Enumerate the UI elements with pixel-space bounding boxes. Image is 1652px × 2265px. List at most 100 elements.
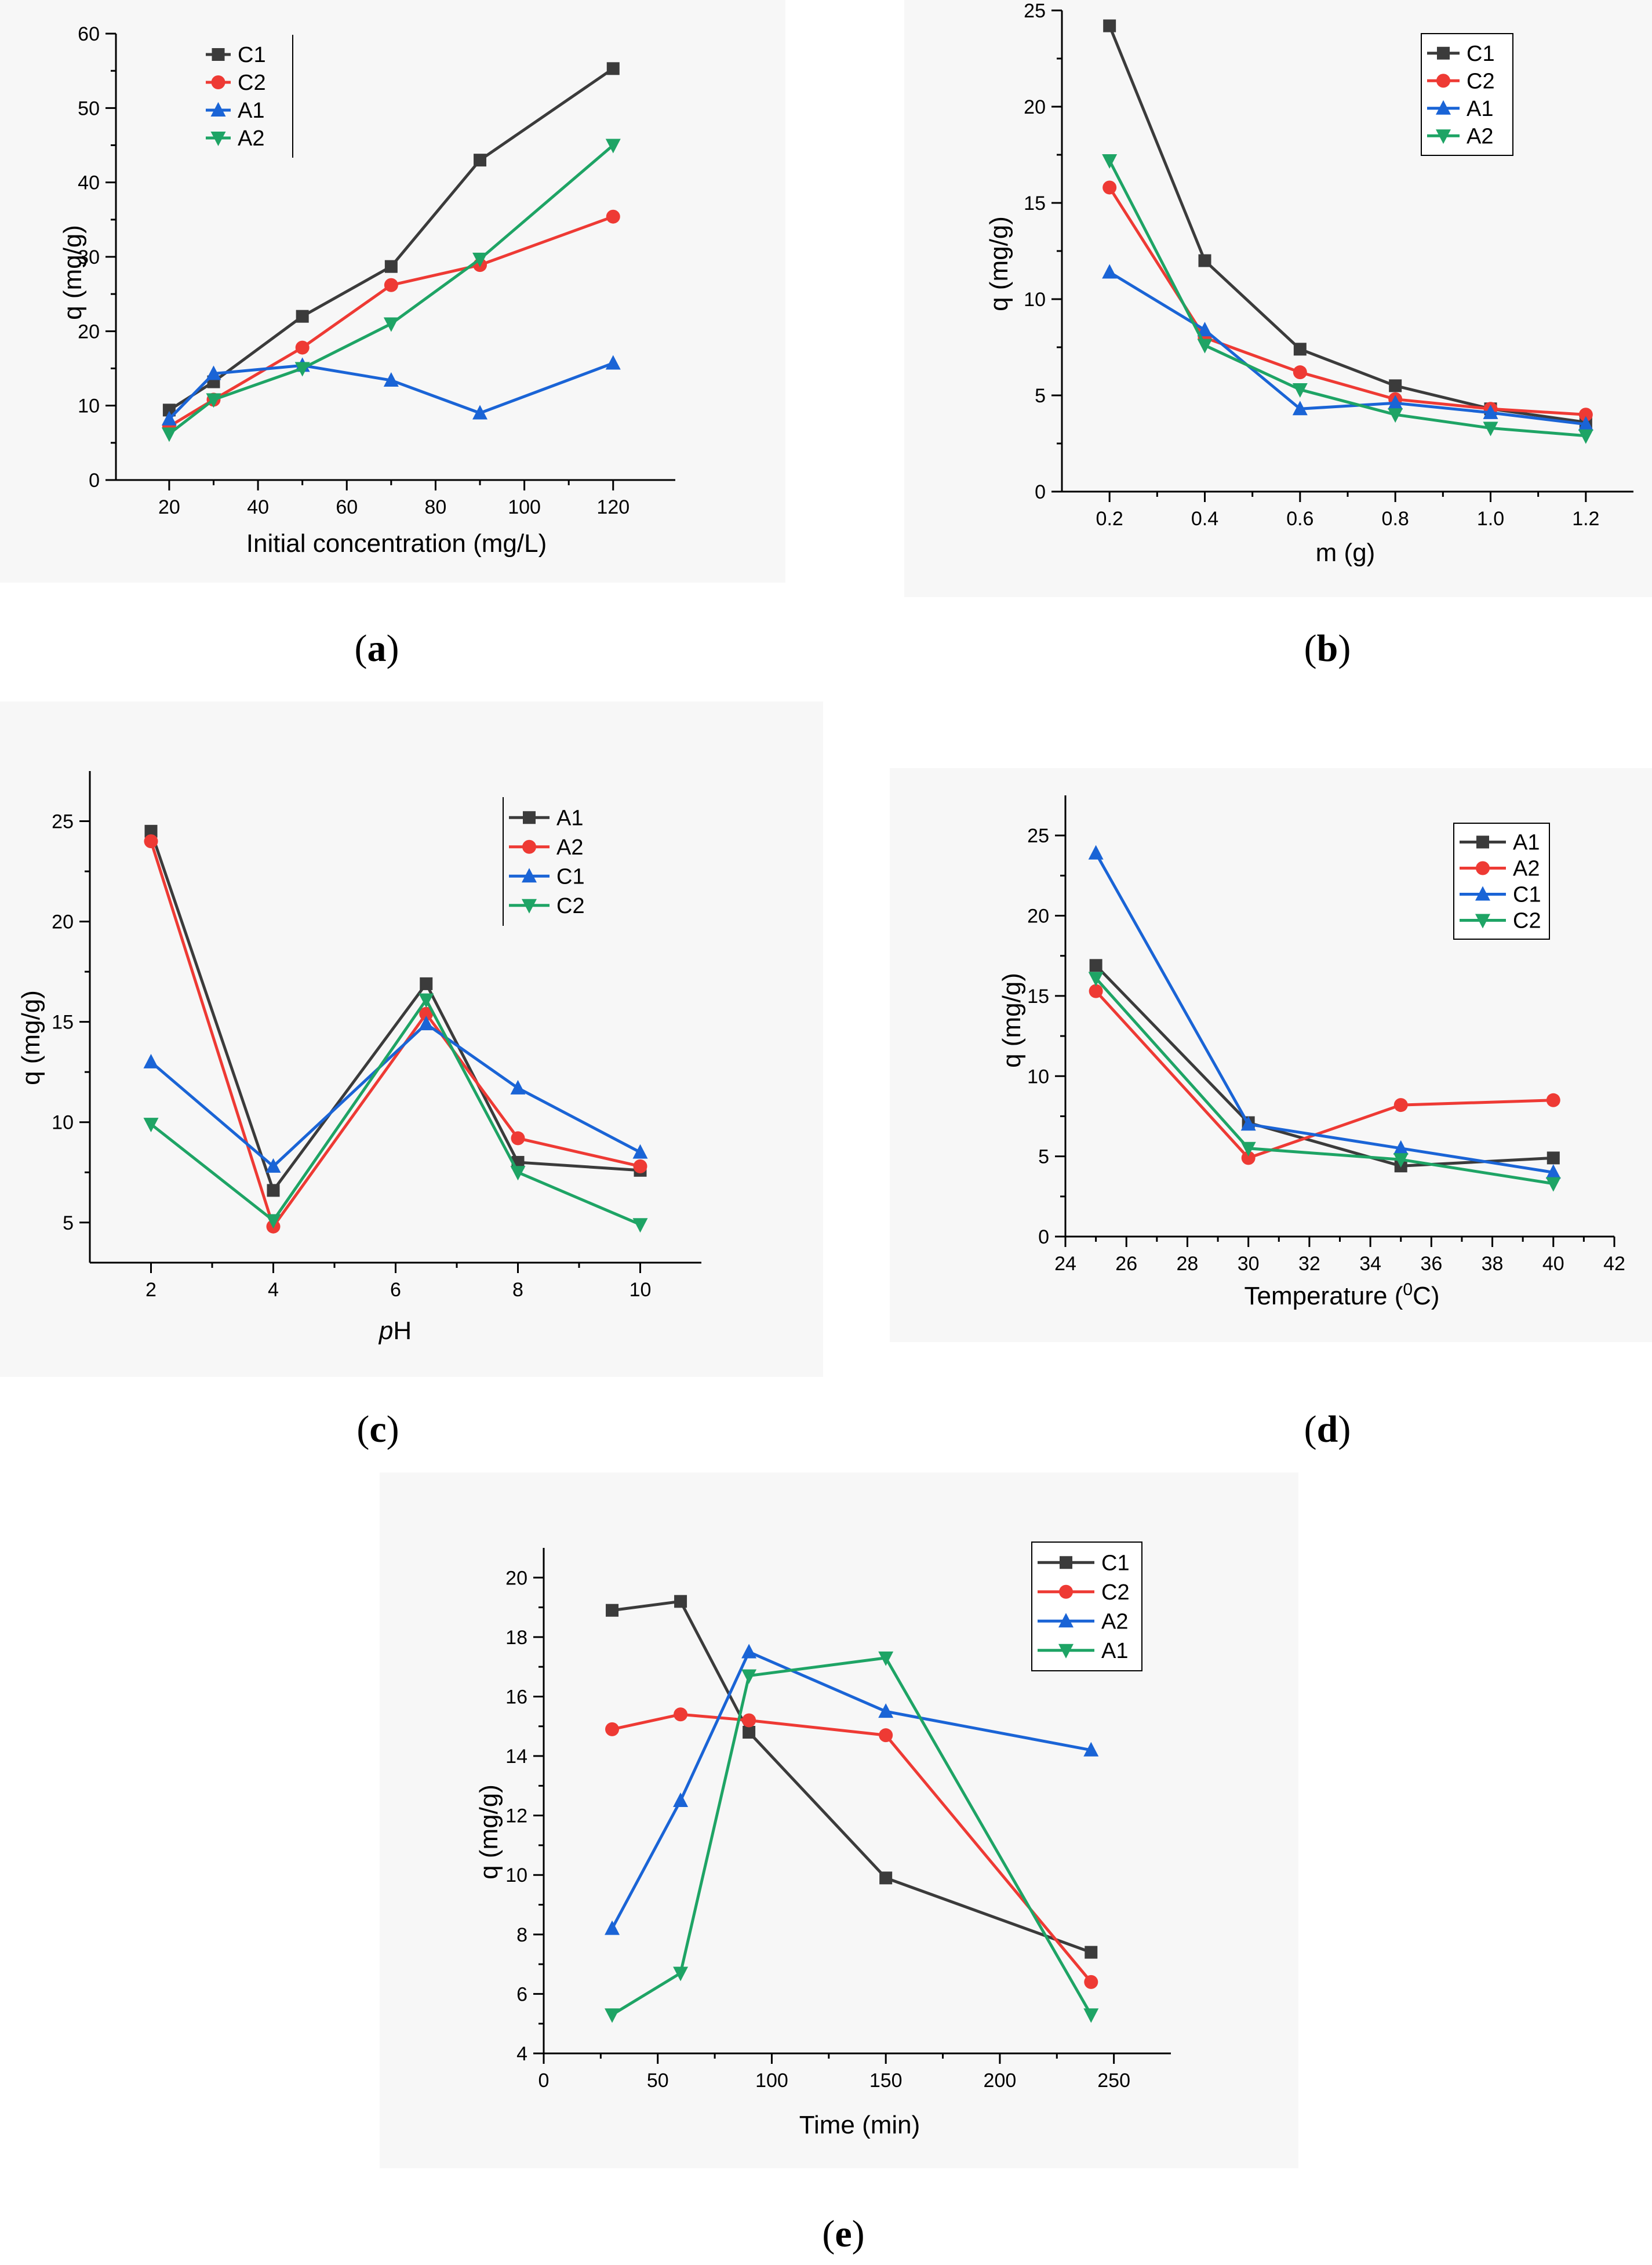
panel-d-caption-letter: d [1317,1408,1338,1450]
panel-c-y-tick-label: 10 [52,1112,74,1134]
panel-c-series-A1-point [267,1184,280,1197]
panel-c-series-C1-point [510,1079,526,1095]
panel-d-series-A2-point [1393,1098,1408,1112]
panel-c-y-axis-title: q (mg/g) [17,990,45,1085]
panel-e-series-A1-point [673,1966,689,1982]
panel-e-series-A1-point [605,2008,620,2023]
panel-e-y-tick-label: 20 [505,1567,527,1589]
panel-a-series-C1-point [474,154,487,167]
panel-d-plot: 24 26 28 30 32 34 36 38 40 42 0 5 10 15 20 25 [1027,795,1625,1275]
panel-d-x-tick-label: 26 [1115,1253,1137,1275]
panel-b-series-A1-point [1197,322,1213,337]
panel-a-x-tick-label: 40 [247,496,269,518]
panel-e-series-A2 [605,1644,1099,1935]
panel-b-x-tick-label: 0.4 [1191,508,1218,530]
panel-b-x-tick-label: 1.0 [1477,508,1504,530]
panel-c-x-tick-label: 8 [512,1279,523,1301]
panel-b-legend: C1 C2 A1 A2 [1421,33,1513,156]
panel-b-legend-A2-marker [1436,129,1451,144]
panel-d-legend-C1-label: C1 [1513,883,1541,907]
panel-a-legend-A2-marker [210,132,226,146]
panel-e-series-A2-point [673,1793,689,1807]
panel-b-series-A1 [1102,264,1593,431]
panel-c-legend-A1-label: A1 [556,806,583,830]
panel-c-series-C1-point [632,1144,648,1159]
panel-e-background [380,1473,1298,2168]
panel-a-series-C1-point [606,62,620,75]
panel-d-y-tick-label: 25 [1027,825,1049,847]
panel-b-series-A2-line [1108,159,1586,438]
panel-e-x-tick-label: 100 [755,2070,788,2092]
panel-e-x-tick-label: 0 [538,2070,550,2092]
panel-e-series-A1-point [878,1651,894,1666]
panel-b-series-C1-point [1293,343,1307,356]
panel-c-x-tick-label: 10 [629,1279,652,1301]
panel-d-series-C2-point [1240,1141,1256,1157]
panel-b-caption-letter: b [1317,627,1338,670]
panel-c-series-C1-point [419,1016,434,1031]
panel-b-series-C2-point [1293,365,1307,380]
panel-c-legend: A1 A2 C1 C2 [503,797,585,926]
panel-d-series-C1-point [1240,1116,1256,1131]
panel-a-y-tick-label: 10 [78,395,100,417]
panel-b-x-tick-label: 0.2 [1096,508,1123,530]
panel-b-y-tick-label: 20 [1024,96,1046,118]
panel-e-series-A2-point [878,1703,894,1718]
panel-a-legend-C2-label: C2 [238,71,266,95]
panel-c-x-tick-label: 6 [390,1279,401,1301]
panel-b-series-A2 [1102,154,1593,444]
panel-d-x-tick-label: 36 [1420,1253,1442,1275]
panel-b-legend-C2-marker [1436,74,1450,88]
panel-b-series-C1-point [1198,254,1211,267]
panel-c-y-tick-label: 20 [52,911,74,933]
panel-d-y-axis-title: q (mg/g) [998,973,1026,1068]
panel-e-y-tick-label: 14 [505,1746,527,1768]
panel-a-series-C1-point [162,403,176,417]
panel-c-x-axis-title-rest: H [393,1317,412,1345]
panel-a-series-A1-point [605,355,621,370]
panel-e-series-C1-point [606,1604,619,1617]
panel-c-series-A2 [144,834,647,1234]
panel-e-y-tick-label: 10 [505,1864,527,1886]
panel-a-y-tick-label: 40 [78,172,100,194]
panel-b-legend-A1-label: A1 [1467,97,1493,121]
panel-a-series-A2-point [294,362,310,377]
panel-b-mass-chart: 0.2 0.4 0.6 0.8 1.0 1.2 0 5 10 15 20 25 C1 C2 A1 A2 m … [904,0,1652,670]
panel-a-y-tick-label: 30 [78,246,100,268]
panel-a-series-A2-point [472,252,488,267]
panel-d-y-tick-label: 0 [1038,1226,1049,1248]
panel-d-legend-A2-label: A2 [1513,857,1540,881]
panel-c-legend-C1-marker [522,868,537,883]
panel-e-series-A2-point [1083,1742,1099,1757]
panel-b-x-tick-label: 1.2 [1572,508,1599,530]
panel-b-series-A1-point [1102,264,1118,279]
panel-e-y-tick-label: 8 [516,1924,527,1946]
panel-a-series-A1-point [383,372,399,387]
panel-d-y-tick-label: 15 [1027,986,1049,1008]
panel-e-series-A1-point [1083,2008,1099,2023]
panel-a-series-A2-point [605,139,621,154]
panel-b-series-A1-point [1388,395,1403,410]
panel-b-caption: (b) [1304,627,1351,670]
panel-b-x-tick-label: 0.8 [1382,508,1409,530]
panel-b-series-C1-point [1389,379,1402,392]
panel-c-ph-chart: 2 4 6 8 10 5 10 15 20 25 A1 A2 C1 C2 pH q (mg/g) (c) [0,701,823,1450]
panel-b-series-A2-point [1388,408,1403,423]
panel-e-x-tick-label: 200 [984,2070,1017,2092]
panel-a-series-A1-line [168,362,614,420]
panel-c-x-tick-label: 4 [268,1279,279,1301]
panel-d-series-C1-line [1094,852,1554,1174]
panel-c-series-C1-point [143,1053,159,1068]
panel-d-x-tick-label: 42 [1603,1253,1625,1275]
panel-a-legend: C1 C2 A1 A2 [206,35,293,158]
panel-c-legend-A2-label: A2 [556,835,583,860]
panel-d-x-axis-title-superscript: 0 [1403,1280,1413,1299]
panel-d-series-C2-point [1393,1153,1409,1168]
panel-d-series-C1-point [1545,1164,1561,1179]
panel-b-series-A2-point [1102,154,1118,169]
panel-b-y-tick-label: 25 [1024,0,1046,22]
panel-b-series-A2-point [1292,383,1308,398]
panel-e-y-tick-label: 16 [505,1686,527,1708]
